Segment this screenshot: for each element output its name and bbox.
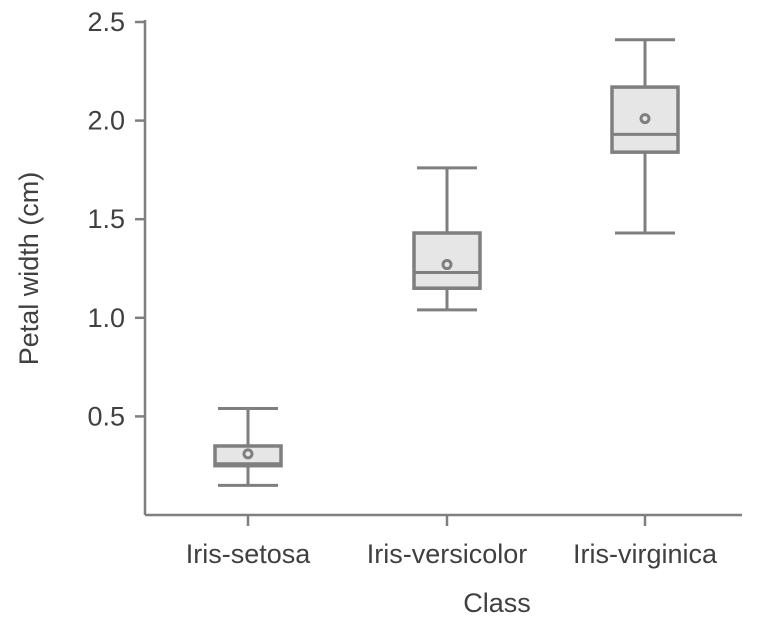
axes xyxy=(143,20,742,517)
iqr-box xyxy=(213,444,283,468)
x-tick-label: Iris-setosa xyxy=(186,539,312,569)
mean-marker xyxy=(242,448,254,460)
box-iris-setosa xyxy=(213,407,283,487)
mean-marker xyxy=(639,113,651,125)
y-tick-label: 0.5 xyxy=(87,401,125,431)
y-ticks: 0.5 1.0 1.5 2.0 2.5 xyxy=(87,7,145,431)
y-tick-label: 2.0 xyxy=(87,106,125,136)
y-axis-title: Petal width (cm) xyxy=(14,172,44,366)
mean-marker xyxy=(441,259,453,271)
x-ticks: Iris-setosa Iris-versicolor Iris-virginica xyxy=(186,515,718,569)
x-axis-title: Class xyxy=(463,588,531,618)
y-tick-label: 2.5 xyxy=(87,7,125,37)
iqr-box xyxy=(610,85,680,154)
boxes xyxy=(213,38,680,487)
y-tick-label: 1.0 xyxy=(87,303,125,333)
y-tick-label: 1.5 xyxy=(87,204,125,234)
box-iris-versicolor xyxy=(412,166,482,312)
box-iris-virginica xyxy=(610,38,680,235)
x-tick-label: Iris-virginica xyxy=(573,539,718,569)
x-tick-label: Iris-versicolor xyxy=(367,539,528,569)
